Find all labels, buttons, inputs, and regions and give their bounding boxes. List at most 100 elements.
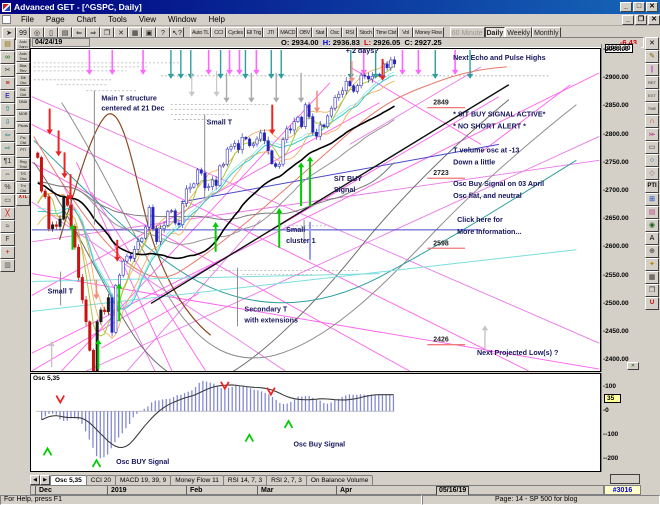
crosshair-icon[interactable]: + — [0, 246, 15, 259]
font-size-icon[interactable]: ¶1 — [0, 155, 15, 168]
close-button[interactable]: ✕ — [646, 2, 658, 12]
shortcut-xtl[interactable]: XTL — [16, 194, 30, 206]
close-drawing-icon[interactable]: ✕ — [645, 37, 659, 50]
gann-fan-icon[interactable]: ∩ — [645, 115, 659, 128]
shortcut-dma[interactable]: DMA — [16, 98, 30, 110]
lines-toggle-icon[interactable]: ╳ — [0, 207, 15, 220]
chart-annotation[interactable]: Click here for — [457, 216, 503, 224]
chart-annotation: + 2 days? — [346, 49, 379, 55]
menu-file[interactable]: File — [21, 15, 34, 24]
maximize-button[interactable]: □ — [633, 2, 645, 12]
study-icon[interactable]: ≡ — [0, 77, 15, 90]
tab-scroll-left[interactable]: ◀ — [30, 475, 40, 485]
chart-annotation: Next Projected Low(s) ? — [477, 349, 558, 357]
study-button-jti[interactable]: JTI — [263, 26, 279, 40]
study-button-rsi[interactable]: RSI — [342, 26, 358, 40]
open-chart-icon[interactable]: ▤ — [0, 38, 15, 51]
quotes-icon[interactable]: 99 — [16, 26, 30, 40]
oscillator-panel[interactable]: Osc 5,35 Osc BUY Signal Osc Buy Signal — [30, 373, 601, 472]
shortcut-ellt-osc[interactable]: Ellt Osc — [16, 74, 30, 86]
tab-osc-5-35[interactable]: Osc 5,35 — [50, 475, 87, 485]
study-button-obv[interactable]: OBV — [297, 26, 313, 40]
tab-cci-20[interactable]: CCI 20 — [85, 475, 116, 485]
menu-page[interactable]: Page — [45, 15, 65, 24]
axis-scale-button[interactable]: ✕ — [627, 362, 639, 370]
new-chart-icon[interactable]: ▯ — [44, 26, 58, 40]
bar-spacing-icon[interactable]: ⇔ — [0, 168, 15, 181]
menu-tools[interactable]: Tools — [108, 15, 127, 24]
tab-obv[interactable]: On Balance Volume — [305, 475, 374, 485]
child-close-button[interactable]: ✕ — [648, 14, 660, 25]
scroll-down-icon[interactable]: ⇩ — [0, 116, 15, 129]
shortcut-t-s-osc[interactable]: T/S Osc — [16, 170, 30, 182]
shortcut-auto-gann[interactable]: Auto Gann — [16, 38, 30, 50]
shortcut-bias-rev[interactable]: Bias Rev — [16, 62, 30, 74]
price-axis[interactable]: 2963.30 ✕ -2950.00 -2900.00 -2850.00 -2800.… — [601, 44, 641, 372]
find-symbol-icon[interactable]: ∞ — [0, 51, 15, 64]
osc-toggle-icon[interactable]: ≈ — [0, 220, 15, 233]
tab-scroll-right[interactable]: ▶ — [40, 475, 50, 485]
mob-icon[interactable]: ▤ — [645, 206, 659, 219]
fib-extension-icon[interactable]: EXT — [645, 89, 659, 102]
shortcut-prc-clst[interactable]: Prc Clst — [16, 134, 30, 146]
properties-icon[interactable]: ▥ — [0, 259, 15, 272]
shortcut-brk-out[interactable]: Brk Out — [16, 86, 30, 98]
elliott-icon[interactable]: E — [0, 90, 15, 103]
text-tool-icon[interactable]: A — [645, 232, 659, 245]
rectangle-icon[interactable]: ▭ — [645, 141, 659, 154]
fib-time-icon[interactable]: TME — [645, 102, 659, 115]
oscillator-svg[interactable]: Osc BUY Signal Osc Buy Signal — [31, 374, 600, 471]
palette-icon[interactable]: ✦ — [645, 258, 659, 271]
chart-annotation: Next Echo and Pulse Highs — [453, 54, 545, 62]
tab-rsi-14[interactable]: RSI 14, 7, 3 — [222, 475, 268, 485]
oscillator-annotation: Osc Buy Signal — [293, 442, 345, 449]
pencil-icon[interactable]: ✎ — [645, 50, 659, 63]
status-help-text: For Help, press F1 — [0, 495, 422, 505]
new-window-icon[interactable]: ▦ — [128, 26, 142, 40]
tab-macd[interactable]: MACD 19, 39, 9 — [114, 475, 172, 485]
scroll-up-icon[interactable]: ⇧ — [0, 103, 15, 116]
ellipse-icon[interactable]: ○ — [645, 154, 659, 167]
scroll-left-icon[interactable]: ⇦ — [0, 129, 15, 142]
shortcut-auto-trnd[interactable]: Auto Trnd — [16, 50, 30, 62]
menu-window[interactable]: Window — [168, 15, 197, 24]
regression-icon[interactable]: ◇ — [645, 167, 659, 180]
tab-money-flow[interactable]: Money Flow 11 — [170, 475, 224, 485]
pti-icon[interactable]: PTI — [645, 180, 659, 193]
pattern-icon[interactable]: ▦ — [645, 271, 659, 284]
minimize-button[interactable]: _ — [620, 2, 632, 12]
document-icon[interactable] — [2, 15, 11, 24]
undo-icon[interactable]: U — [645, 297, 659, 310]
price-chart-svg[interactable]: 2849 2723 2598 2426 Main T structure centered… — [31, 49, 600, 371]
expansion-icon[interactable]: ⪼ — [645, 128, 659, 141]
menu-help[interactable]: Help — [208, 15, 225, 24]
price-chart-canvas[interactable]: 2849 2723 2598 2426 Main T structure centered… — [30, 48, 601, 372]
copy-icon[interactable]: ❐ — [645, 284, 659, 297]
shortcut-pti[interactable]: PTI — [16, 146, 30, 158]
grid-icon[interactable]: ⊞ — [645, 193, 659, 206]
shortcut-reg-trnd[interactable]: Reg Trnd — [16, 158, 30, 170]
child-minimize-button[interactable]: _ — [622, 14, 634, 25]
scroll-right-icon[interactable]: ⇨ — [0, 142, 15, 155]
date-label-feb: Feb — [186, 486, 202, 496]
reset-icon[interactable]: ✂ — [0, 64, 15, 77]
shortcut-mob[interactable]: MOB — [16, 110, 30, 122]
expert-icon[interactable]: ◉ — [645, 219, 659, 232]
shortcut-tm-clst[interactable]: Tm Clst — [16, 182, 30, 194]
zoom-in-icon[interactable]: ⊕ — [645, 245, 659, 258]
back-icon[interactable]: ⇐ — [72, 26, 86, 40]
box-tool-icon[interactable]: ▭ — [0, 194, 15, 207]
oscillator-annotation: Osc BUY Signal — [116, 459, 169, 466]
date-field[interactable]: 04/24/19 — [32, 38, 90, 47]
tab-rsi-2[interactable]: RSI 2, 7, 3 — [266, 475, 307, 485]
fib-retrace-icon[interactable]: RET — [645, 76, 659, 89]
study-button-osc[interactable]: Osc — [327, 26, 343, 40]
shortcut-pivots[interactable]: Pivots — [16, 122, 30, 134]
percent-icon[interactable]: % — [0, 181, 15, 194]
child-restore-button[interactable]: ❐ — [635, 14, 647, 25]
context-help-icon[interactable]: ↖? — [170, 26, 184, 40]
parallel-lines-icon[interactable]: ∥ — [645, 63, 659, 76]
menu-view[interactable]: View — [138, 15, 157, 24]
fib-tool-icon[interactable]: F — [0, 233, 15, 246]
menu-chart[interactable]: Chart — [76, 15, 97, 24]
